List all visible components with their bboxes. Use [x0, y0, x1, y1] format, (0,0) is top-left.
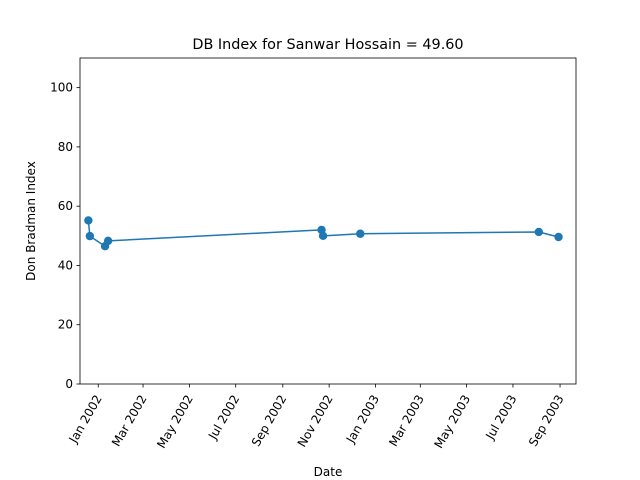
plot-area: [79, 57, 577, 385]
data-point-marker: [84, 216, 93, 225]
y-axis-label: Don Bradman Index: [24, 161, 38, 281]
y-tick-label: 80: [58, 140, 73, 154]
y-tick-label: 100: [50, 81, 73, 95]
x-axis-label: Date: [314, 465, 343, 479]
data-point-marker: [356, 229, 365, 238]
y-tick-label: 60: [58, 199, 73, 213]
data-point-marker: [534, 227, 543, 237]
data-point-marker: [85, 231, 95, 241]
chart-title: DB Index for Sanwar Hossain = 49.60: [192, 37, 463, 53]
y-tick-label: 40: [58, 258, 73, 272]
data-point-marker: [103, 236, 113, 246]
y-axis: 0 20 40 60 80 100: [50, 81, 80, 391]
y-tick-label: 0: [65, 377, 73, 391]
y-tick-label: 20: [58, 318, 73, 332]
data-point-marker: [554, 232, 563, 242]
plot-frame: [79, 57, 577, 385]
data-point-marker: [318, 231, 328, 241]
